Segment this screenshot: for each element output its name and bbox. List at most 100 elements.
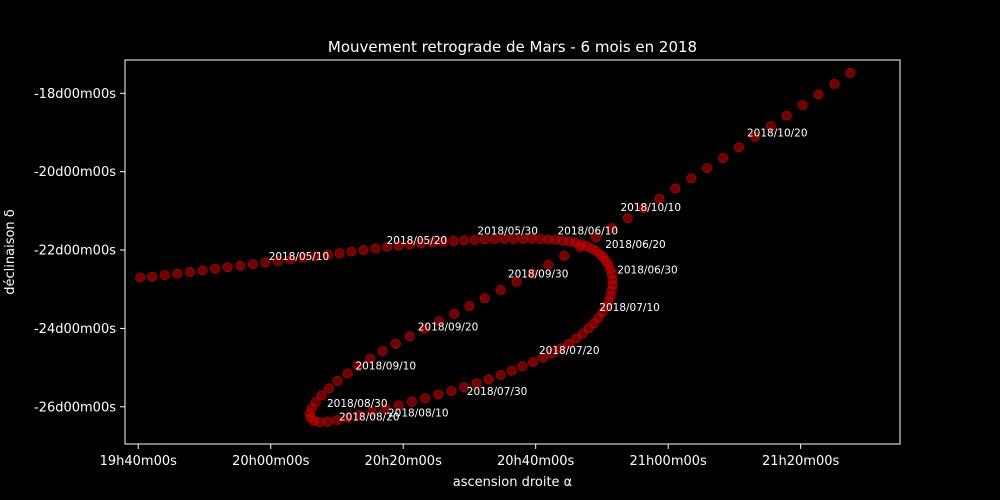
data-point <box>382 241 393 252</box>
data-point <box>464 301 475 312</box>
date-annotation: 2018/06/10 <box>558 225 619 237</box>
date-annotation: 2018/07/20 <box>539 345 600 357</box>
data-point <box>419 323 430 334</box>
data-point <box>342 412 353 423</box>
data-point <box>159 270 170 281</box>
data-point <box>511 276 522 287</box>
data-point <box>437 236 448 247</box>
data-point <box>765 121 776 132</box>
data-point <box>543 259 554 270</box>
data-point <box>506 365 517 376</box>
data-point <box>404 331 415 342</box>
data-point <box>538 352 549 363</box>
data-point <box>353 360 364 371</box>
data-point <box>404 239 415 250</box>
data-point <box>495 369 506 380</box>
data-point <box>495 284 506 295</box>
data-point <box>377 346 388 357</box>
data-point <box>420 393 431 404</box>
data-point <box>718 152 729 163</box>
data-point <box>433 316 444 327</box>
y-axis-ticks: -18d00m00s -20d00m00s -22d00m00s -24d00m00s… <box>34 87 125 415</box>
data-point <box>147 271 158 282</box>
date-annotation: 2018/07/30 <box>467 386 528 398</box>
data-point <box>577 328 588 339</box>
y-tick-label: -26d00m00s <box>34 400 116 415</box>
data-point <box>416 238 427 249</box>
data-point <box>469 234 480 245</box>
x-tick-label: 20h20m00s <box>365 454 443 469</box>
date-annotation: 2018/08/30 <box>327 398 388 410</box>
date-annotation: 2018/05/20 <box>387 235 448 247</box>
data-point <box>749 131 760 142</box>
date-annotation: 2018/09/10 <box>356 361 417 373</box>
data-point <box>433 389 444 400</box>
data-point <box>547 348 558 359</box>
y-tick-label: -20d00m00s <box>34 165 116 180</box>
data-point <box>479 234 490 245</box>
data-point <box>797 100 808 111</box>
data-point <box>845 67 856 78</box>
data-point <box>459 235 470 246</box>
data-point <box>390 338 401 349</box>
data-point <box>622 213 633 224</box>
data-point <box>346 246 357 257</box>
date-annotations: 2018/05/10 2018/05/20 2018/05/30 2018/06/10… <box>269 127 808 423</box>
data-point <box>247 259 258 270</box>
data-point <box>354 409 365 420</box>
x-tick-label: 20h40m00s <box>497 454 575 469</box>
x-tick-label: 21h20m00s <box>762 454 840 469</box>
data-point <box>813 89 824 100</box>
x-axis-ticks: 19h40m00s 20h00m00s 20h20m00s 20h40m00s 21h0… <box>100 444 840 469</box>
date-annotation: 2018/10/20 <box>747 127 808 139</box>
data-point <box>393 400 404 411</box>
data-point <box>829 78 840 89</box>
data-point <box>734 142 745 153</box>
data-point <box>654 193 665 204</box>
data-point <box>210 263 221 274</box>
data-point <box>555 343 566 354</box>
x-tick-label: 21h00m00s <box>630 454 708 469</box>
data-point <box>298 252 309 263</box>
data-point <box>323 383 334 394</box>
data-point <box>575 241 586 252</box>
y-tick-label: -18d00m00s <box>34 87 116 102</box>
data-point <box>449 308 460 319</box>
data-point <box>479 293 490 304</box>
data-point <box>380 403 391 414</box>
x-axis-label: ascension droite α <box>453 475 573 490</box>
y-tick-label: -24d00m00s <box>34 322 116 337</box>
data-point <box>272 255 283 266</box>
y-tick-label: -22d00m00s <box>34 244 116 259</box>
data-point <box>781 110 792 121</box>
data-point <box>517 361 528 372</box>
data-point <box>358 244 369 255</box>
data-point <box>606 223 617 234</box>
data-point <box>285 254 296 265</box>
data-point <box>559 250 570 261</box>
data-point <box>446 386 457 397</box>
data-point <box>393 240 404 251</box>
data-point <box>322 249 333 260</box>
data-point <box>528 357 539 368</box>
data-point <box>459 382 470 393</box>
date-annotation: 2018/08/10 <box>388 408 449 420</box>
chart-title: Mouvement retrograde de Mars - 6 mois en… <box>328 38 697 56</box>
data-point <box>342 368 353 379</box>
data-point <box>483 374 494 385</box>
data-point <box>172 268 183 279</box>
date-annotation: 2018/08/20 <box>339 412 400 424</box>
date-annotation: 2018/05/30 <box>477 225 538 237</box>
data-point <box>702 163 713 174</box>
data-point <box>310 251 321 262</box>
data-point <box>591 232 602 243</box>
data-point <box>638 203 649 214</box>
data-point <box>471 378 482 389</box>
data-point <box>489 234 500 245</box>
data-point <box>365 353 376 364</box>
data-point <box>406 396 417 407</box>
data-point <box>222 262 233 273</box>
data-point <box>184 266 195 277</box>
date-annotation: 2018/06/20 <box>605 239 666 251</box>
